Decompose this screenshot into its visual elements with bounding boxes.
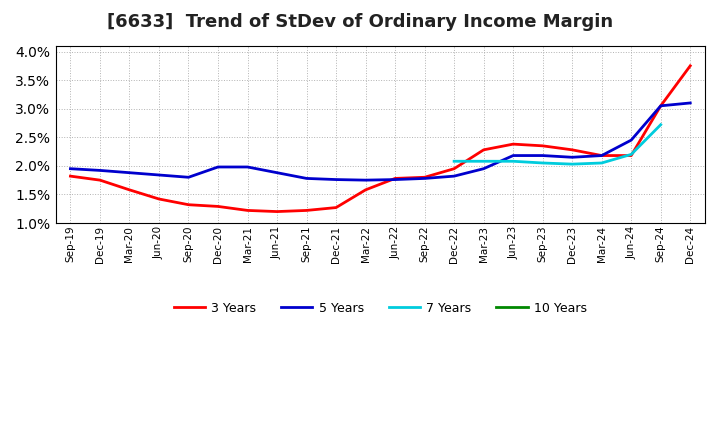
5 Years	[273, 170, 282, 176]
5 Years	[214, 165, 222, 170]
3 Years	[155, 196, 163, 202]
3 Years	[657, 103, 665, 109]
5 Years	[450, 173, 459, 179]
7 Years	[509, 159, 518, 164]
3 Years	[420, 175, 429, 180]
7 Years	[480, 159, 488, 164]
5 Years	[598, 153, 606, 158]
3 Years	[66, 173, 75, 179]
3 Years	[214, 204, 222, 209]
3 Years	[302, 208, 311, 213]
7 Years	[657, 122, 665, 127]
Line: 3 Years: 3 Years	[71, 66, 690, 212]
3 Years	[332, 205, 341, 210]
5 Years	[686, 100, 695, 106]
5 Years	[568, 154, 577, 160]
Line: 7 Years: 7 Years	[454, 125, 661, 164]
5 Years	[243, 165, 252, 170]
5 Years	[155, 172, 163, 178]
Line: 5 Years: 5 Years	[71, 103, 690, 180]
5 Years	[509, 153, 518, 158]
5 Years	[96, 168, 104, 173]
7 Years	[627, 152, 636, 157]
3 Years	[627, 153, 636, 158]
5 Years	[66, 166, 75, 171]
7 Years	[568, 161, 577, 167]
3 Years	[450, 166, 459, 171]
3 Years	[686, 63, 695, 69]
3 Years	[96, 177, 104, 183]
3 Years	[568, 147, 577, 153]
3 Years	[598, 153, 606, 158]
5 Years	[391, 177, 400, 182]
5 Years	[627, 137, 636, 143]
7 Years	[598, 160, 606, 165]
5 Years	[480, 166, 488, 171]
3 Years	[184, 202, 193, 207]
5 Years	[125, 170, 134, 176]
3 Years	[125, 187, 134, 192]
5 Years	[184, 175, 193, 180]
7 Years	[539, 160, 547, 165]
5 Years	[302, 176, 311, 181]
5 Years	[361, 177, 370, 183]
3 Years	[480, 147, 488, 153]
5 Years	[539, 153, 547, 158]
3 Years	[273, 209, 282, 214]
5 Years	[332, 177, 341, 182]
3 Years	[509, 142, 518, 147]
3 Years	[243, 208, 252, 213]
3 Years	[391, 176, 400, 181]
3 Years	[539, 143, 547, 148]
Legend: 3 Years, 5 Years, 7 Years, 10 Years: 3 Years, 5 Years, 7 Years, 10 Years	[168, 297, 592, 319]
7 Years	[450, 159, 459, 164]
5 Years	[657, 103, 665, 109]
Text: [6633]  Trend of StDev of Ordinary Income Margin: [6633] Trend of StDev of Ordinary Income…	[107, 13, 613, 31]
5 Years	[420, 176, 429, 181]
3 Years	[361, 187, 370, 192]
